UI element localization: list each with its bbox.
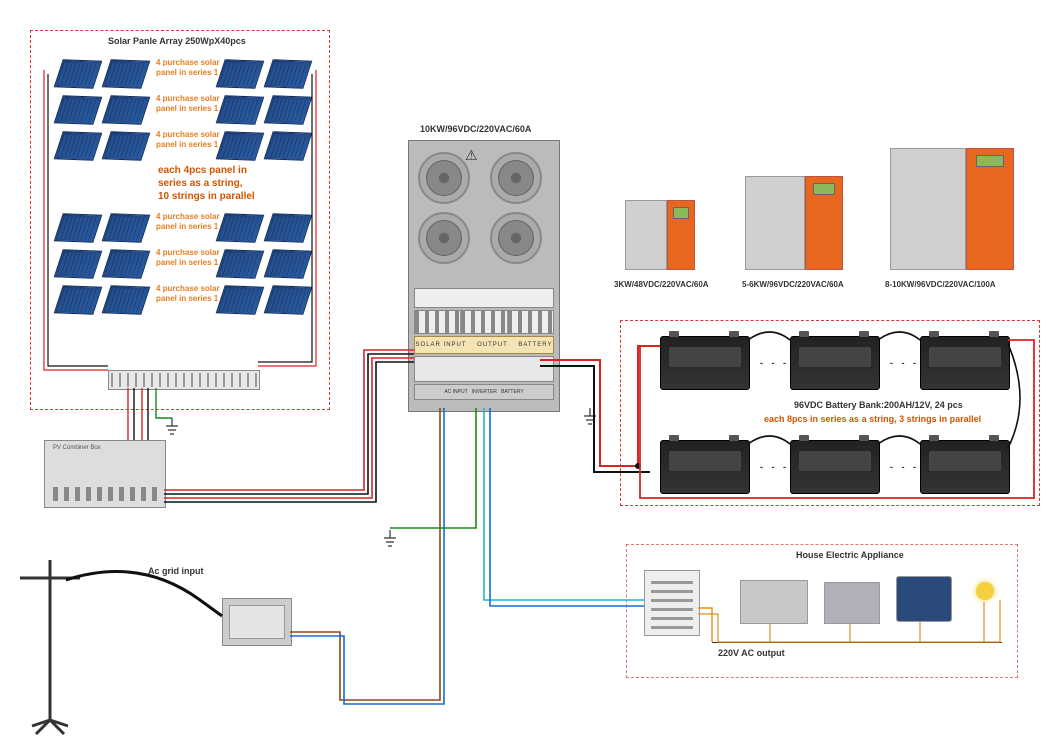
grid-input-label: Ac grid input — [148, 566, 204, 576]
battery-bank-title: 96VDC Battery Bank:200AH/12V, 24 pcs — [794, 400, 963, 410]
variant-label: 5-6KW/96VDC/220VAC/60A — [742, 280, 844, 289]
grid-breaker-box — [222, 598, 292, 646]
combiner-label: PV Combiner Box — [53, 445, 101, 451]
inverter-terminal-labels: SOLAR INPUT OUTPUT BATTERY — [414, 336, 554, 354]
ellipsis: - - - — [890, 462, 919, 472]
breaker-row — [414, 310, 554, 334]
solar-array-title: Solar Panle Array 250WpX40pcs — [108, 36, 246, 46]
array-note: each 4pcs panel in series as a string, 1… — [158, 164, 255, 203]
pv-combiner-box: PV Combiner Box — [44, 440, 166, 508]
fan-icon — [490, 212, 542, 264]
appliance-monitor — [896, 576, 952, 622]
fan-icon — [490, 152, 542, 204]
array-terminal-strip — [108, 370, 260, 390]
inverter-variant-large — [890, 148, 1014, 270]
battery — [920, 440, 1010, 494]
battery-bank-note: each 8pcs in series as a string, 3 strin… — [764, 414, 981, 424]
battery — [790, 336, 880, 390]
inverter-bottom-labels: AC INPUT INVERTER BATTERY — [414, 384, 554, 400]
battery — [660, 336, 750, 390]
fan-icon — [418, 152, 470, 204]
ellipsis: - - - — [760, 358, 789, 368]
fan-icon — [418, 212, 470, 264]
ellipsis: - - - — [890, 358, 919, 368]
ac-output-label: 220V AC output — [718, 648, 785, 658]
variant-label: 3KW/48VDC/220VAC/60A — [614, 280, 709, 289]
battery — [660, 440, 750, 494]
appliance-bulb-icon — [976, 582, 994, 600]
battery — [790, 440, 880, 494]
breaker-row — [414, 288, 554, 308]
inverter-variant-medium — [745, 176, 843, 270]
ellipsis: - - - — [760, 462, 789, 472]
output-line — [712, 642, 1002, 643]
inverter-terminals — [414, 356, 554, 382]
appliance-stereo — [740, 580, 808, 624]
variant-label: 8-10KW/96VDC/220VAC/100A — [885, 280, 996, 289]
house-title: House Electric Appliance — [796, 550, 904, 560]
battery — [920, 336, 1010, 390]
inverter-title: 10KW/96VDC/220VAC/60A — [420, 124, 531, 134]
distribution-panel — [644, 570, 700, 636]
inverter-variant-small — [625, 200, 695, 270]
appliance-player — [824, 582, 880, 624]
